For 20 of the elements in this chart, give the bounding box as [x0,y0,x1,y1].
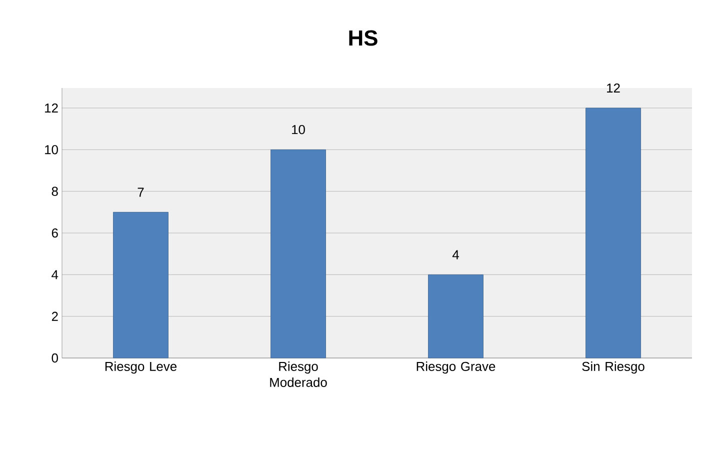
bar [586,108,641,358]
bar [428,274,484,358]
y-tick-label: 8 [52,186,58,196]
y-tick-label: 0 [52,353,58,363]
bar [270,149,326,358]
x-tick-label: Riesgo Moderado [270,362,327,387]
data-label: 10 [292,125,305,134]
chart-title: HS [349,30,378,46]
data-label: 4 [452,250,459,260]
data-label: 12 [607,83,620,93]
y-tick-label: 10 [45,145,58,154]
x-tick-label: Riesgo Grave [416,362,496,374]
y-tick-label: 12 [45,103,58,113]
x-tick-label: Riesgo Leve [105,362,177,374]
data-label: 7 [138,188,144,197]
x-tick-label: Sin Riesgo [582,362,644,374]
y-tick-label: 2 [52,312,58,321]
y-tick-label: 6 [52,228,58,238]
y-tick-label: 4 [52,270,58,280]
bar [113,212,168,358]
